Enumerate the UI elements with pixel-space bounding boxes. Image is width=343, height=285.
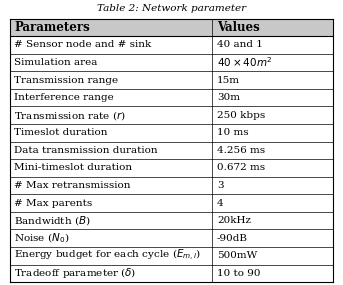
Bar <box>10 106 333 124</box>
Bar <box>10 212 333 229</box>
Bar <box>10 247 333 264</box>
Text: # Max retransmission: # Max retransmission <box>14 181 131 190</box>
Text: Transmission range: Transmission range <box>14 76 119 85</box>
Text: Noise ($N_0$): Noise ($N_0$) <box>14 231 70 245</box>
Bar <box>10 229 333 247</box>
Text: 500mW: 500mW <box>217 251 257 260</box>
Text: Parameters: Parameters <box>14 21 90 34</box>
Text: Interference range: Interference range <box>14 93 114 102</box>
Bar <box>10 124 333 142</box>
Text: 10 to 90: 10 to 90 <box>217 269 260 278</box>
Bar <box>10 54 333 71</box>
Text: 10 ms: 10 ms <box>217 128 249 137</box>
Bar <box>10 142 333 159</box>
Text: Simulation area: Simulation area <box>14 58 98 67</box>
Bar <box>10 159 333 177</box>
Text: -90dB: -90dB <box>217 234 248 243</box>
Bar <box>10 264 333 282</box>
Bar <box>10 89 333 106</box>
Text: Bandwidth ($B$): Bandwidth ($B$) <box>14 214 91 227</box>
Text: 0.672 ms: 0.672 ms <box>217 163 265 172</box>
Text: 4: 4 <box>217 199 224 207</box>
Text: Transmission rate ($r$): Transmission rate ($r$) <box>14 109 126 122</box>
Text: Mini-timeslot duration: Mini-timeslot duration <box>14 163 132 172</box>
Text: 4.256 ms: 4.256 ms <box>217 146 265 155</box>
Text: 20kHz: 20kHz <box>217 216 251 225</box>
Text: # Sensor node and # sink: # Sensor node and # sink <box>14 40 152 49</box>
Text: 250 kbps: 250 kbps <box>217 111 265 120</box>
Text: 30m: 30m <box>217 93 240 102</box>
Bar <box>10 71 333 89</box>
Text: 3: 3 <box>217 181 224 190</box>
Bar <box>10 19 333 36</box>
Text: Values: Values <box>217 21 260 34</box>
Text: Tradeoff parameter ($\delta$): Tradeoff parameter ($\delta$) <box>14 266 137 280</box>
Text: Timeslot duration: Timeslot duration <box>14 128 108 137</box>
Text: 15m: 15m <box>217 76 240 85</box>
Bar <box>10 36 333 54</box>
Text: Table 2: Network parameter: Table 2: Network parameter <box>97 4 246 13</box>
Bar <box>10 177 333 194</box>
Text: Energy budget for each cycle ($E_{m,i}$): Energy budget for each cycle ($E_{m,i}$) <box>14 248 202 263</box>
Text: # Max parents: # Max parents <box>14 199 93 207</box>
Text: 40 and 1: 40 and 1 <box>217 40 263 49</box>
Text: $40 \times 40m^2$: $40 \times 40m^2$ <box>217 56 273 69</box>
Text: Data transmission duration: Data transmission duration <box>14 146 158 155</box>
Bar <box>10 194 333 212</box>
